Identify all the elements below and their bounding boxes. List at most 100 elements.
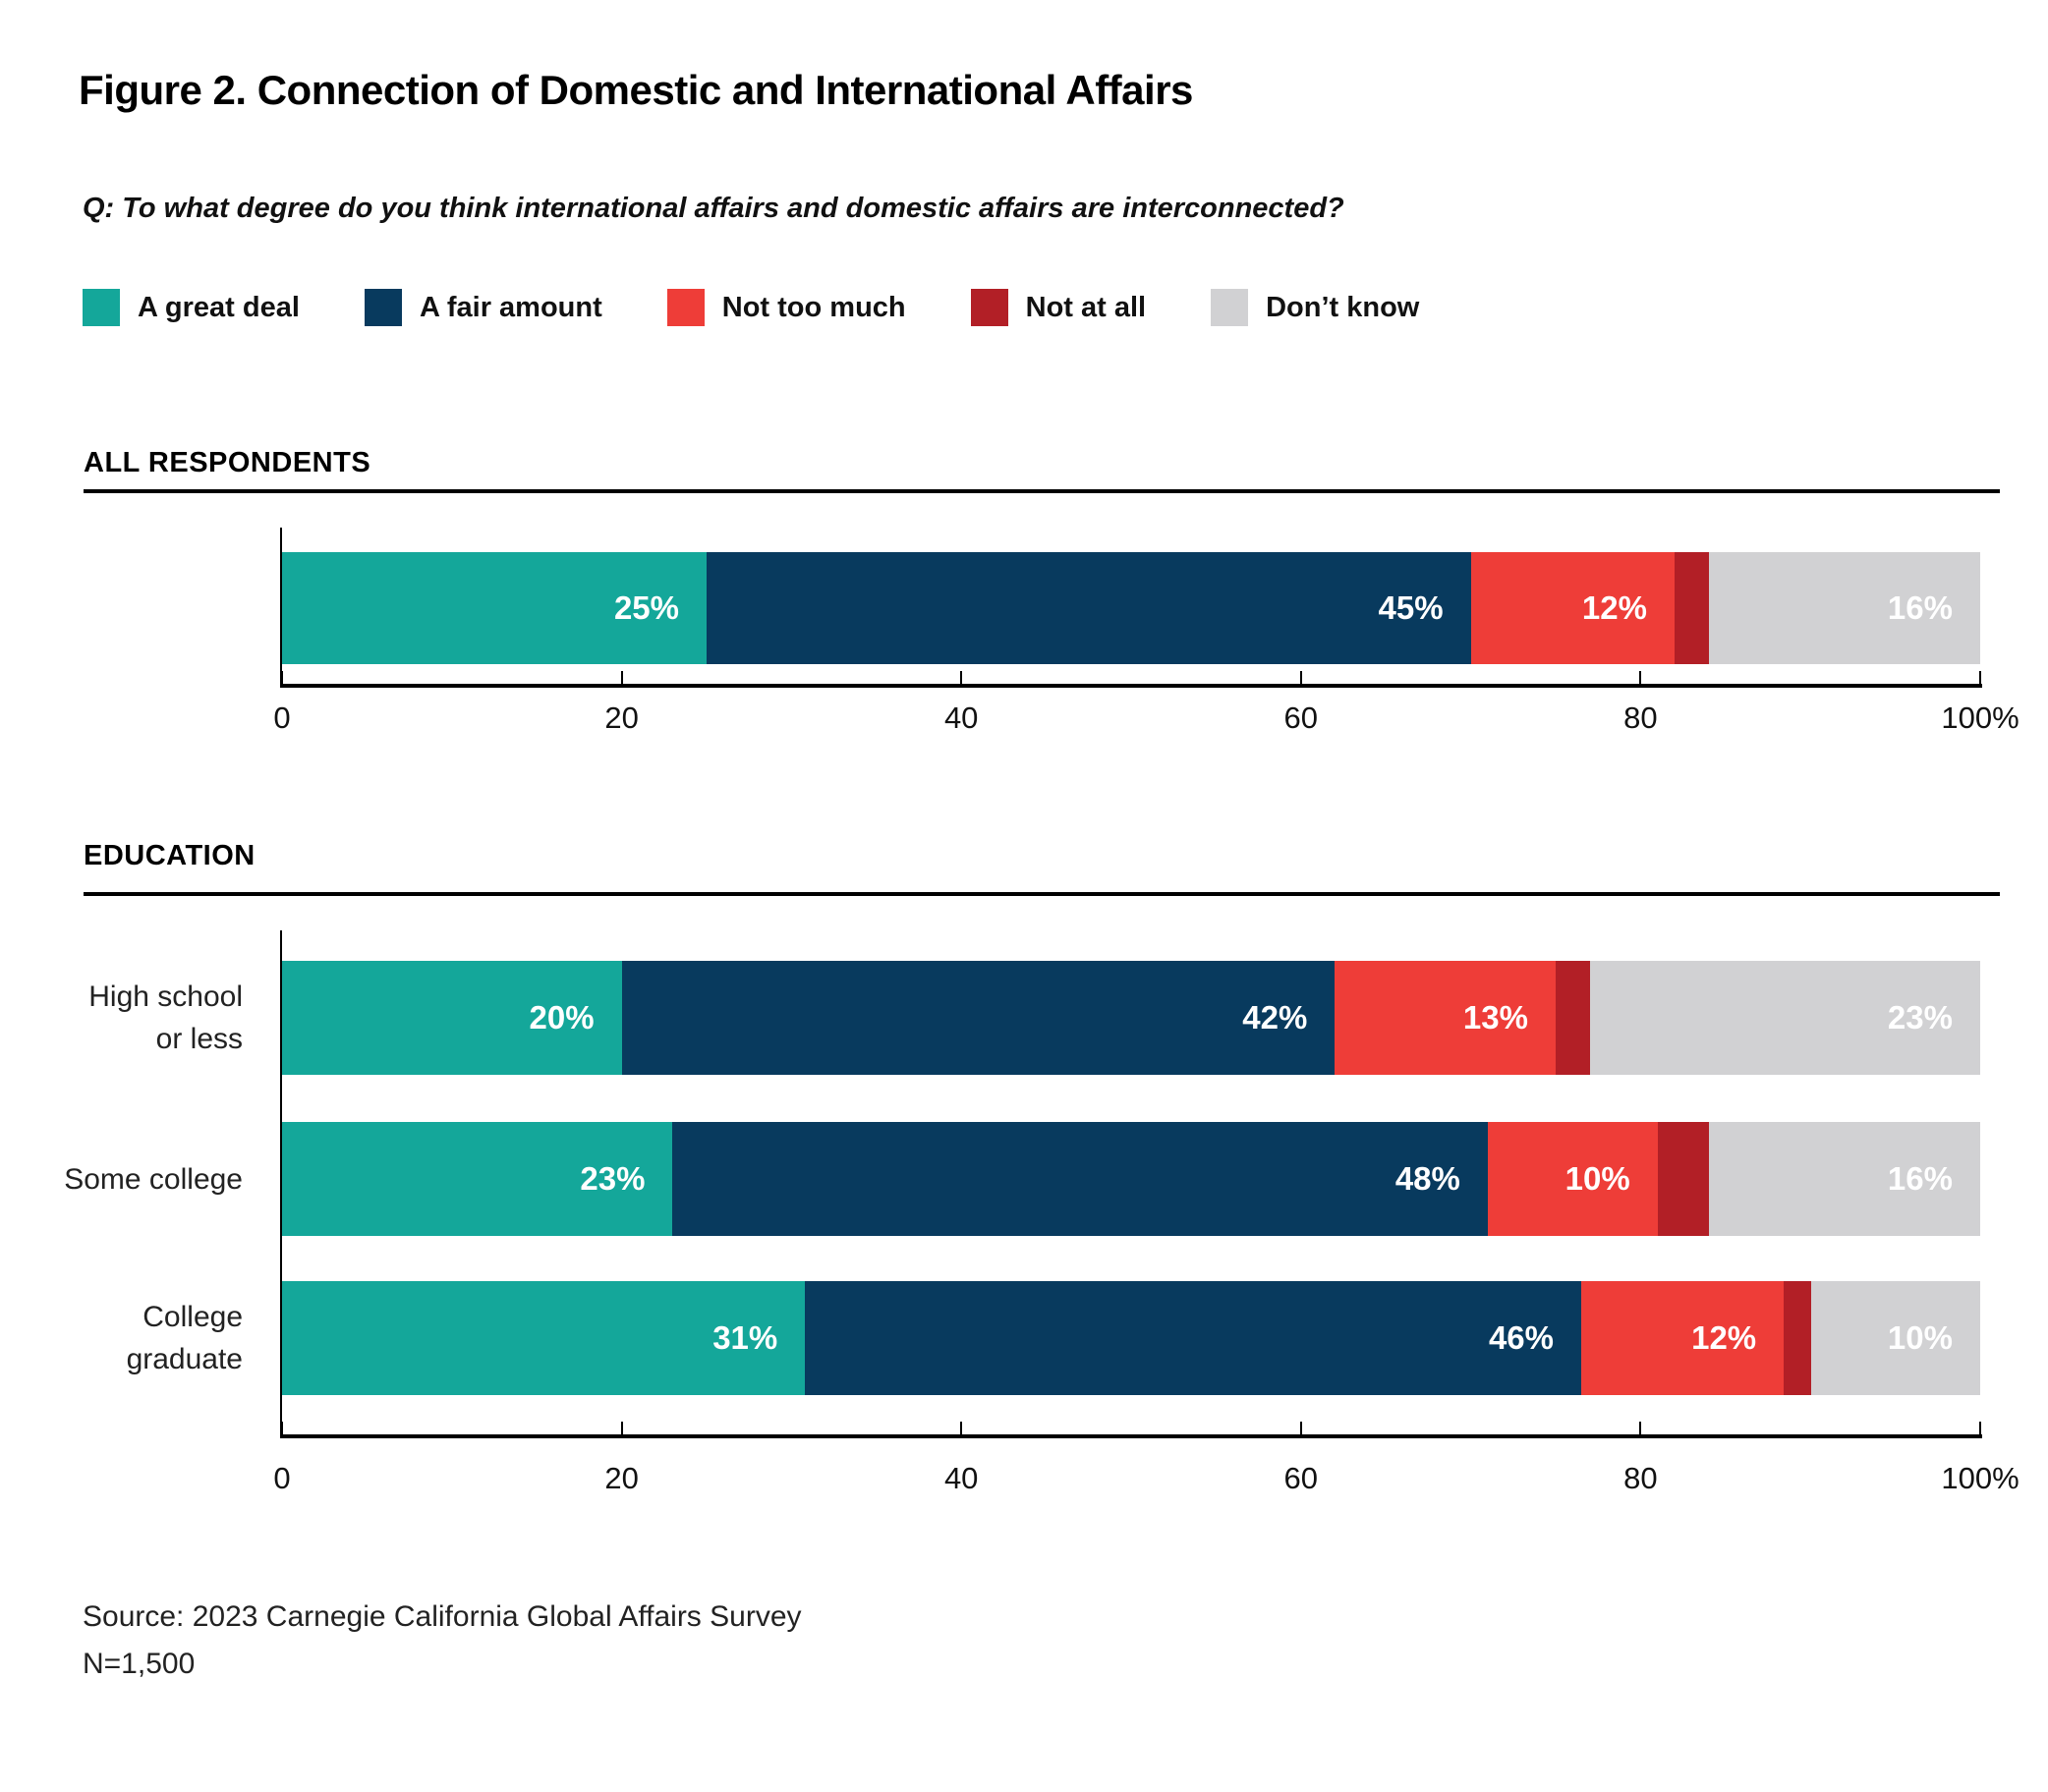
x-axis-tick-label: 0 bbox=[273, 1461, 291, 1495]
bar-segment-value: 10% bbox=[1887, 1319, 1953, 1356]
section-rule bbox=[84, 489, 2000, 493]
bar-segment-not-too-much: 13% bbox=[1335, 961, 1556, 1075]
x-axis-tick bbox=[620, 1422, 623, 1434]
x-axis-tick-label: 100% bbox=[1941, 700, 2020, 735]
bar-segment-value: 12% bbox=[1581, 589, 1647, 626]
category-label: High school or less bbox=[39, 961, 243, 1075]
legend-item-not_at_all: Not at all bbox=[970, 289, 1147, 326]
section-rule bbox=[84, 892, 2000, 896]
bar-row: 20% 42% 13% 23% bbox=[282, 961, 1980, 1075]
bar-segment-value: 42% bbox=[1242, 999, 1308, 1036]
not-at-all-swatch-icon bbox=[970, 289, 1008, 326]
legend-label: A fair amount bbox=[419, 291, 602, 323]
bar-segment-value: 23% bbox=[580, 1160, 646, 1197]
bar-segment-dont-know: 16% bbox=[1708, 552, 1980, 664]
x-axis-tick bbox=[960, 671, 963, 684]
bar-segment-value: 16% bbox=[1887, 589, 1953, 626]
bar-segment-not-at-all bbox=[1657, 1122, 1709, 1236]
x-axis-tick bbox=[281, 671, 283, 684]
y-axis-line bbox=[280, 930, 282, 1436]
bar-segment-value: 12% bbox=[1691, 1319, 1757, 1356]
y-axis-line bbox=[280, 528, 282, 686]
bar-segment-value: 45% bbox=[1378, 589, 1444, 626]
chart-all-respondents: 25% 45% 12% 16% 0 20 40 60 80 100% bbox=[273, 528, 2020, 754]
sample-size: N=1,500 bbox=[83, 1648, 196, 1680]
x-axis-tick-label: 20 bbox=[604, 700, 639, 735]
x-axis-tick bbox=[1979, 1422, 1981, 1434]
bar-segment-dont-know: 23% bbox=[1589, 961, 1980, 1075]
bar-segment-fair-amount: 46% bbox=[805, 1281, 1581, 1395]
category-label-line: Some college bbox=[64, 1162, 243, 1196]
legend-item-fair_amount: A fair amount bbox=[364, 289, 602, 326]
legend-label: Don’t know bbox=[1266, 291, 1420, 323]
x-axis-tick bbox=[1979, 671, 1981, 684]
category-label: College graduate bbox=[39, 1281, 243, 1395]
bar-segment-value: 46% bbox=[1488, 1319, 1554, 1356]
category-label-line: College bbox=[142, 1301, 243, 1333]
section-heading-education: EDUCATION bbox=[84, 840, 256, 871]
x-axis-tick bbox=[960, 1422, 963, 1434]
x-axis-tick bbox=[620, 671, 623, 684]
source-line: Source: 2023 Carnegie California Global … bbox=[83, 1600, 802, 1633]
legend-label: A great deal bbox=[138, 291, 300, 323]
legend-label: Not too much bbox=[721, 291, 906, 323]
bar-segment-fair-amount: 42% bbox=[621, 961, 1336, 1075]
legend-label: Not at all bbox=[1025, 291, 1147, 323]
x-axis-tick-label: 20 bbox=[604, 1461, 639, 1495]
bar-segment-fair-amount: 45% bbox=[707, 552, 1471, 664]
x-axis-tick bbox=[1299, 671, 1302, 684]
chart-education: 20% 42% 13% 23% High school or less 23% 48% 10% 1… bbox=[64, 930, 2020, 1540]
bar-segment-great-deal: 20% bbox=[282, 961, 622, 1075]
x-axis-tick bbox=[281, 1422, 283, 1434]
x-axis-tick-label: 40 bbox=[943, 700, 979, 735]
bar-segment-value: 13% bbox=[1462, 999, 1528, 1036]
bar-row: 23% 48% 10% 16% bbox=[282, 1122, 1980, 1236]
bar-segment-value: 20% bbox=[529, 999, 595, 1036]
x-axis-baseline bbox=[280, 1434, 1982, 1438]
bar-segment-not-at-all bbox=[1555, 961, 1590, 1075]
legend-item-great_deal: A great deal bbox=[83, 289, 300, 326]
great-deal-swatch-icon bbox=[83, 289, 120, 326]
x-axis-tick-label: 60 bbox=[1283, 1461, 1319, 1495]
x-axis-baseline bbox=[280, 684, 1982, 688]
bar-segment-value: 23% bbox=[1887, 999, 1953, 1036]
bar-segment-fair-amount: 48% bbox=[672, 1122, 1488, 1236]
category-label-line: or less bbox=[155, 1023, 243, 1055]
category-label: Some college bbox=[39, 1122, 243, 1236]
x-axis-tick-label: 60 bbox=[1283, 700, 1319, 735]
bar-segment-not-at-all bbox=[1784, 1281, 1812, 1395]
not-too-much-swatch-icon bbox=[666, 289, 705, 326]
x-axis-tick-label: 80 bbox=[1623, 1461, 1658, 1495]
x-axis-tick-label: 0 bbox=[273, 700, 291, 735]
figure-title: Figure 2. Connection of Domestic and Int… bbox=[79, 67, 1193, 113]
source-note: Source: 2023 Carnegie California Global … bbox=[83, 1594, 802, 1688]
x-axis-tick bbox=[1299, 1422, 1302, 1434]
bar-segment-not-too-much: 12% bbox=[1470, 552, 1675, 664]
category-label-line: High school bbox=[88, 980, 243, 1013]
bar-segment-value: 16% bbox=[1887, 1160, 1953, 1197]
legend-item-dont_know: Don’t know bbox=[1211, 289, 1419, 326]
bar-segment-great-deal: 25% bbox=[282, 552, 707, 664]
bar-segment-dont-know: 10% bbox=[1811, 1281, 1980, 1395]
bar-segment-not-too-much: 12% bbox=[1581, 1281, 1785, 1395]
bar-segment-great-deal: 23% bbox=[282, 1122, 673, 1236]
survey-question: Q: To what degree do you think internati… bbox=[83, 193, 1344, 224]
x-axis-tick bbox=[1639, 1422, 1642, 1434]
category-label-line: graduate bbox=[126, 1343, 243, 1375]
bar-segment-value: 10% bbox=[1564, 1160, 1630, 1197]
legend: A great deal A fair amount Not too much Not… bbox=[83, 289, 1419, 326]
bar-row: 31% 46% 12% 10% bbox=[282, 1281, 1980, 1395]
bar-segment-value: 25% bbox=[613, 589, 679, 626]
x-axis-tick-label: 80 bbox=[1623, 700, 1658, 735]
bar-segment-value: 31% bbox=[712, 1319, 778, 1356]
bar-segment-value: 48% bbox=[1394, 1160, 1460, 1197]
bar-row: 25% 45% 12% 16% bbox=[282, 552, 1980, 664]
bar-segment-not-at-all bbox=[1674, 552, 1709, 664]
section-heading-all-respondents: ALL RESPONDENTS bbox=[84, 447, 371, 478]
bar-segment-not-too-much: 10% bbox=[1487, 1122, 1658, 1236]
x-axis-tick bbox=[1639, 671, 1642, 684]
x-axis-tick-label: 100% bbox=[1941, 1461, 2020, 1495]
dont-know-swatch-icon bbox=[1211, 289, 1249, 326]
fair-amount-swatch-icon bbox=[364, 289, 402, 326]
